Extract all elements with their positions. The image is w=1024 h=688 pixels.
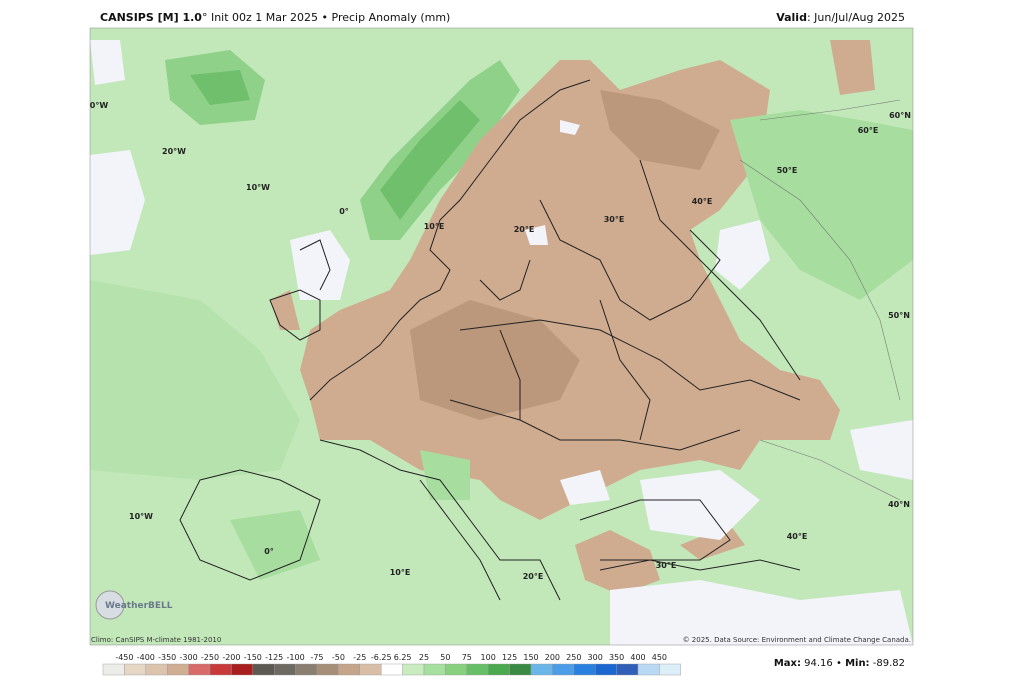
grid-label: 10°W (246, 183, 270, 192)
legend-label: 200 (545, 653, 560, 662)
color-box (488, 663, 510, 676)
legend-label: 100 (481, 653, 496, 662)
legend-label: -150 (244, 653, 262, 662)
grid-label: 10°W (129, 512, 153, 521)
grid-label: 40°N (888, 500, 910, 509)
legend-label: 350 (609, 653, 624, 662)
title: CANSIPS [M] 1.0° Init 00z 1 Mar 2025 • P… (100, 11, 450, 24)
legend-label: 50 (440, 653, 450, 662)
logo-globe (95, 590, 125, 620)
legend-label: 25 (419, 653, 429, 662)
color-box (274, 663, 296, 676)
legend-label: -6.25 (371, 653, 392, 662)
color-box (359, 663, 382, 676)
legend-label: -50 (332, 653, 345, 662)
grid-label: 30°E (604, 215, 625, 224)
color-box (338, 663, 360, 676)
copyright: © 2025. Data Source: Environment and Cli… (683, 636, 911, 644)
stats: Max: 94.16 • Min: -89.82 (774, 658, 905, 669)
max-value: 94.16 (804, 658, 833, 669)
valid-label: Valid (776, 11, 807, 24)
min-label: Min: (845, 658, 870, 669)
color-box (659, 663, 682, 676)
legend-label: 75 (462, 653, 472, 662)
legend-label: -75 (310, 653, 323, 662)
legend-label: -200 (222, 653, 240, 662)
legend-label: 300 (588, 653, 603, 662)
color-box (188, 663, 211, 676)
color-box (252, 663, 275, 676)
color-box (316, 663, 339, 676)
color-box (466, 663, 489, 676)
color-box (423, 663, 446, 676)
color-box (145, 663, 168, 676)
grid-label: 40°E (787, 532, 808, 541)
grid-label: 10°E (424, 222, 445, 231)
grid-label: 40°E (692, 197, 713, 206)
grid-label: 50°E (777, 166, 798, 175)
max-label: Max: (774, 658, 801, 669)
grid-label: 60°N (889, 111, 911, 120)
color-box (231, 663, 253, 676)
grid-label: 0° (339, 207, 349, 216)
grid-label: 0°W (90, 101, 109, 110)
color-box (509, 663, 532, 676)
grid-label: 50°N (888, 311, 910, 320)
color-box (530, 663, 553, 676)
valid: Valid: Jun/Jul/Aug 2025 (776, 11, 905, 24)
color-box (552, 663, 575, 676)
legend-label: 125 (502, 653, 517, 662)
min-value: -89.82 (873, 658, 905, 669)
grid-label: 20°E (523, 572, 544, 581)
legend: -450 -400 -350 -300 -250 -200 -150 -125 -100 -75-… (102, 653, 682, 676)
legend-label: -350 (158, 653, 176, 662)
grid-label: 20°E (514, 225, 535, 234)
valid-value: : Jun/Jul/Aug 2025 (807, 11, 905, 24)
legend-label: 6.25 (394, 653, 412, 662)
color-box (381, 663, 403, 676)
color-box (637, 663, 660, 676)
legend-label: 250 (566, 653, 581, 662)
color-box (616, 663, 639, 676)
legend-label: -450 (115, 653, 133, 662)
legend-label: -25 (353, 653, 366, 662)
climo: Climo: CanSIPS M-climate 1981-2010 (91, 636, 221, 644)
title-bold: CANSIPS [M] 1.0 (100, 11, 202, 24)
map: 0°W 20°W 10°W 0° 10°E 20°E 30°E 40°E 50°… (89, 27, 914, 646)
legend-label: -300 (180, 653, 198, 662)
grid-label: 10°E (390, 568, 411, 577)
graticule-labels: 0°W 20°W 10°W 0° 10°E 20°E 30°E 40°E 50°… (90, 101, 911, 581)
grid-label: 20°W (162, 147, 186, 156)
color-box (102, 663, 125, 676)
grid-label: 30°E (656, 561, 677, 570)
grid-label: 60°E (858, 126, 879, 135)
legend-label: -125 (265, 653, 283, 662)
legend-label: 150 (523, 653, 538, 662)
color-box (209, 663, 232, 676)
legend-label: -400 (137, 653, 155, 662)
logo: WeatherBELL (105, 601, 173, 611)
grid-label: 0° (264, 547, 274, 556)
title-rest: ° Init 00z 1 Mar 2025 • Precip Anomaly (… (202, 11, 450, 24)
color-box (295, 663, 318, 676)
legend-label: -100 (287, 653, 305, 662)
color-box (166, 663, 189, 676)
separator: • (833, 658, 845, 669)
legend-label: 400 (630, 653, 645, 662)
color-box (402, 663, 425, 676)
legend-label: -250 (201, 653, 219, 662)
color-box (445, 663, 467, 676)
legend-label: 450 (652, 653, 667, 662)
color-box (124, 663, 147, 676)
color-box (573, 663, 596, 676)
color-box (595, 663, 617, 676)
